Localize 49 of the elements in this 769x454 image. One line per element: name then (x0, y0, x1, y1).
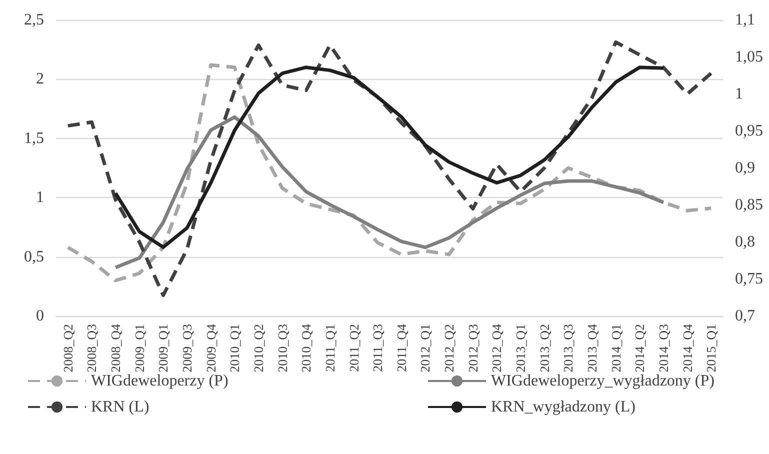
x-tick-label: 2012_Q3 (465, 324, 480, 372)
x-tick-label: 2010_Q3 (274, 324, 290, 372)
x-tick-label: 2015_Q1 (704, 324, 719, 372)
legend-label: WIGdeweloperzy (P) (91, 372, 228, 390)
legend-label: KRN_wygładzony (L) (491, 398, 636, 416)
y-tick-label: 1,5 (24, 130, 44, 147)
x-tick-label: 2014_Q4 (680, 324, 695, 372)
y2-tick-label: 0,7 (735, 308, 755, 324)
y-tick-label: 0,5 (24, 248, 44, 266)
y2-tick-label: 0,75 (735, 270, 763, 288)
legend-label: KRN (L) (91, 398, 150, 416)
x-tick-label: 2011_Q3 (370, 324, 386, 372)
y2-tick-label: 1,05 (735, 48, 763, 66)
x-tick-label: 2009_Q4 (203, 324, 218, 372)
line-series (114, 66, 666, 249)
x-tick-label: 2009_Q3 (180, 324, 195, 372)
y2-tick-label: 1,1 (735, 12, 755, 28)
x-tick-label: 2010_Q4 (298, 324, 314, 372)
y-tick-label: 2 (36, 70, 44, 88)
x-tick-label: 2013_Q3 (560, 324, 576, 372)
y2-tick-label: 1 (735, 86, 743, 102)
x-tick-label: 2009_Q1 (156, 324, 171, 372)
y2-tick-label: 0,85 (735, 196, 763, 214)
x-tick-label: 2012_Q2 (442, 324, 457, 372)
x-tick-label: 2011_Q4 (394, 324, 409, 372)
y2-tick-label: 0,95 (735, 122, 763, 140)
x-tick-label: 2009_Q1 (132, 324, 147, 372)
x-tick-label: 2011_Q2 (346, 324, 362, 372)
x-tick-label: 2014_Q2 (632, 324, 648, 372)
x-tick-label: 2011_Q1 (322, 324, 338, 372)
x-tick-label: 2013_Q2 (536, 324, 552, 372)
x-tick-label: 2008_Q2 (60, 324, 76, 372)
x-tick-label: 2008_Q3 (84, 324, 100, 372)
x-tick-label: 2012_Q4 (489, 324, 504, 372)
y2-tick-label: 0,9 (735, 160, 755, 176)
x-tick-label: 2014_Q3 (656, 324, 671, 372)
x-tick-label: 2012_Q1 (418, 324, 433, 372)
x-tick-label: 2010_Q2 (250, 324, 266, 372)
x-tick-label: 2013_Q1 (513, 324, 528, 372)
y-tick-label: 2,5 (24, 12, 44, 28)
y2-tick-label: 0,8 (735, 234, 755, 250)
x-tick-label: 2014_Q1 (608, 324, 624, 372)
x-tick-label: 2013_Q4 (584, 324, 600, 372)
y-tick-label: 0 (36, 308, 44, 324)
legend-label: WIGdeweloperzy_wygładzony (P) (491, 372, 714, 390)
x-tick-label: 2008_Q4 (108, 324, 124, 372)
y-tick-label: 1 (36, 189, 44, 206)
x-tick-label: 2010_Q1 (227, 324, 242, 372)
line-series (114, 115, 666, 270)
